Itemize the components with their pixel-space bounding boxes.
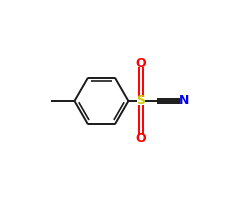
Text: N: N [179,95,189,108]
Text: O: O [135,132,146,145]
Text: S: S [136,95,145,108]
Text: O: O [135,57,146,70]
